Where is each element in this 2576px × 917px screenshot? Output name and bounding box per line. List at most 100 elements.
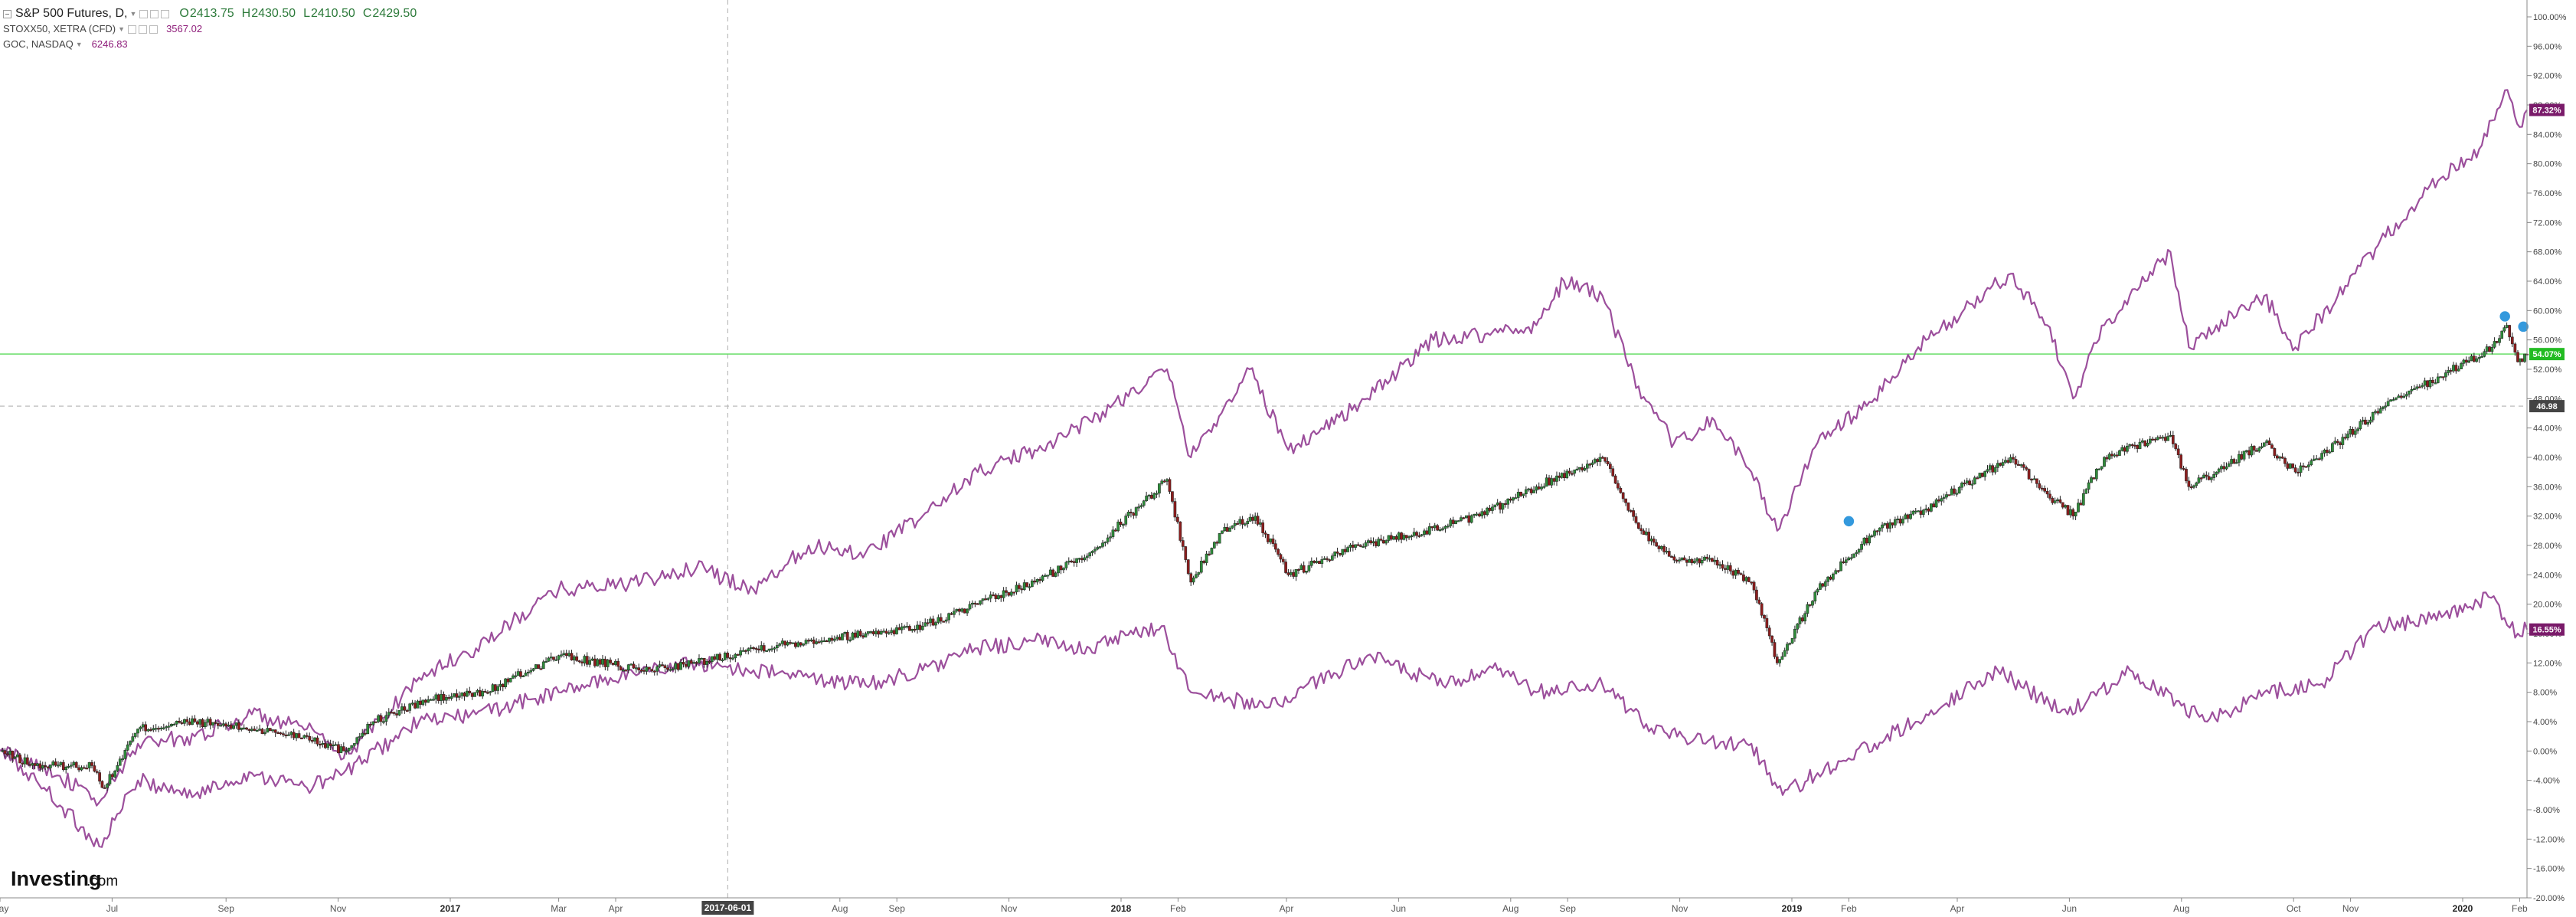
- candle: [352, 743, 356, 748]
- candle: [655, 665, 659, 676]
- y-tick-label: 60.00%: [2533, 306, 2562, 316]
- settings-icon[interactable]: [150, 9, 159, 18]
- series-layer: [0, 89, 2529, 848]
- candle: [466, 688, 469, 698]
- candle: [1690, 558, 1694, 566]
- candle: [282, 731, 285, 738]
- candle: [1682, 555, 1686, 561]
- candle: [588, 657, 591, 668]
- candle: [1855, 550, 1858, 557]
- candle: [149, 727, 152, 732]
- candle: [1057, 565, 1060, 577]
- candle: [2156, 435, 2159, 440]
- candle: [337, 741, 340, 754]
- event-markers[interactable]: [1842, 309, 2530, 528]
- collapse-icon[interactable]: [3, 9, 11, 18]
- candle: [1537, 482, 1541, 490]
- candle: [2513, 342, 2517, 356]
- candle: [773, 646, 776, 653]
- candle: [1870, 534, 1874, 539]
- candle: [1832, 572, 1835, 582]
- close-icon[interactable]: [161, 9, 170, 18]
- candle: [232, 725, 235, 730]
- candle: [1062, 567, 1065, 574]
- compare-series-title[interactable]: STOXX50, XETRA (CFD): [3, 23, 116, 34]
- candle: [2040, 485, 2044, 492]
- y-tick-label: -20.00%: [2533, 894, 2565, 903]
- candle: [486, 689, 489, 695]
- main-series-title[interactable]: S&P 500 Futures, D,: [15, 7, 128, 20]
- legend-compare-series[interactable]: GOC, NASDAQ ▼ 6246.83: [3, 37, 417, 52]
- compare-series-title[interactable]: GOC, NASDAQ: [3, 38, 74, 50]
- candle: [1341, 549, 1345, 558]
- candle: [2238, 450, 2241, 467]
- eye-icon[interactable]: [128, 25, 137, 34]
- candle: [1512, 496, 1515, 504]
- candle: [154, 724, 158, 732]
- candle: [1322, 556, 1326, 560]
- candle: [1680, 557, 1684, 562]
- candle: [98, 769, 101, 784]
- candle: [910, 628, 914, 633]
- candle: [85, 765, 89, 770]
- candle: [410, 699, 414, 706]
- candle: [2384, 402, 2388, 411]
- candle: [1389, 532, 1393, 541]
- candle: [1447, 523, 1450, 529]
- chevron-down-icon[interactable]: ▼: [75, 41, 83, 48]
- legend-compare-series[interactable]: STOXX50, XETRA (CFD) ▼ 3567.02: [3, 21, 417, 37]
- candle: [1284, 558, 1287, 575]
- candle: [1765, 614, 1769, 632]
- close-icon[interactable]: [149, 25, 159, 34]
- candle: [843, 631, 847, 637]
- candle: [1165, 478, 1169, 486]
- candle: [2410, 385, 2414, 395]
- y-tick-label: 24.00%: [2533, 571, 2562, 580]
- candle: [1621, 492, 1625, 503]
- candle: [1600, 455, 1604, 459]
- candle: [2197, 474, 2201, 484]
- candle: [832, 635, 836, 643]
- legend-main-series[interactable]: S&P 500 Futures, D, ▼ O2413.75 H2430.50 …: [3, 6, 417, 21]
- chevron-down-icon[interactable]: ▼: [118, 25, 126, 33]
- candle: [419, 697, 422, 709]
- candle: [2374, 409, 2377, 415]
- candle: [575, 652, 579, 663]
- candle: [2174, 442, 2178, 451]
- ohlc-close: C2429.50: [362, 7, 417, 20]
- candle: [1184, 545, 1188, 563]
- candle: [77, 765, 80, 773]
- candle: [1550, 475, 1554, 488]
- candle: [1811, 600, 1814, 608]
- y-axis[interactable]: 100.00%96.00%92.00%88.00%84.00%80.00%76.…: [2526, 0, 2567, 903]
- candle: [547, 657, 551, 662]
- candle: [266, 725, 270, 733]
- candle: [1914, 508, 1917, 515]
- settings-icon[interactable]: [139, 25, 148, 34]
- candle: [146, 728, 150, 732]
- candle: [698, 654, 701, 665]
- candle: [427, 696, 430, 703]
- x-axis[interactable]: May Jul Sep Nov 2017 Mar Apr Aug Sep Nov 2018 Feb Ap…: [0, 897, 2528, 915]
- eye-icon[interactable]: [139, 9, 149, 18]
- candle: [1256, 513, 1260, 526]
- candle: [2222, 462, 2226, 472]
- candle: [2151, 437, 2154, 441]
- candle: [1168, 477, 1172, 494]
- candle: [1970, 480, 1974, 490]
- candle: [1881, 522, 1884, 532]
- candle: [2302, 463, 2305, 470]
- candle: [2032, 475, 2036, 480]
- candle: [442, 691, 446, 704]
- candle: [100, 780, 104, 789]
- candle: [705, 658, 708, 668]
- candle: [619, 665, 623, 671]
- candle: [1333, 551, 1337, 559]
- candle: [2009, 454, 2012, 463]
- candle: [221, 719, 225, 728]
- candle: [292, 729, 296, 740]
- x-tick-label: Jul: [106, 903, 118, 914]
- chevron-down-icon[interactable]: ▼: [129, 10, 137, 18]
- candle: [206, 716, 210, 727]
